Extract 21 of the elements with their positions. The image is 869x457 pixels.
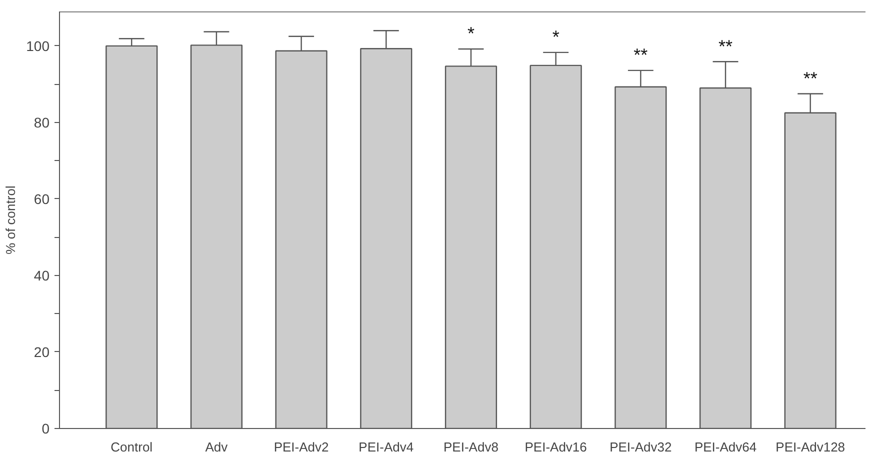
x-tick-label: PEI-Adv2 <box>274 440 329 454</box>
y-tick-label: 100 <box>26 38 50 54</box>
y-tick-label: 80 <box>34 114 50 130</box>
y-tick-label: 40 <box>34 267 50 284</box>
x-tick-label: Control <box>110 440 153 454</box>
x-tick-label: Adv <box>205 440 228 454</box>
annotation: * <box>467 24 474 44</box>
annotation: ** <box>718 36 733 56</box>
x-tick-label: PEI-Adv128 <box>776 440 846 454</box>
x-tick-label: PEI-Adv4 <box>358 440 414 454</box>
annotation: ** <box>803 68 818 88</box>
y-tick-label: 0 <box>42 420 50 436</box>
y-tick-label: 20 <box>34 344 50 360</box>
x-tick-label: PEI-Adv64 <box>694 440 757 454</box>
y-axis-title: % of control <box>3 186 18 254</box>
annotation: * <box>552 27 560 48</box>
x-tick-label: PEI-Adv32 <box>610 440 672 454</box>
x-tick-label: PEI-Adv16 <box>524 440 587 454</box>
x-tick-label: PEI-Adv8 <box>444 440 498 454</box>
y-tick-label: 60 <box>34 190 50 207</box>
annotation: ** <box>634 45 648 66</box>
